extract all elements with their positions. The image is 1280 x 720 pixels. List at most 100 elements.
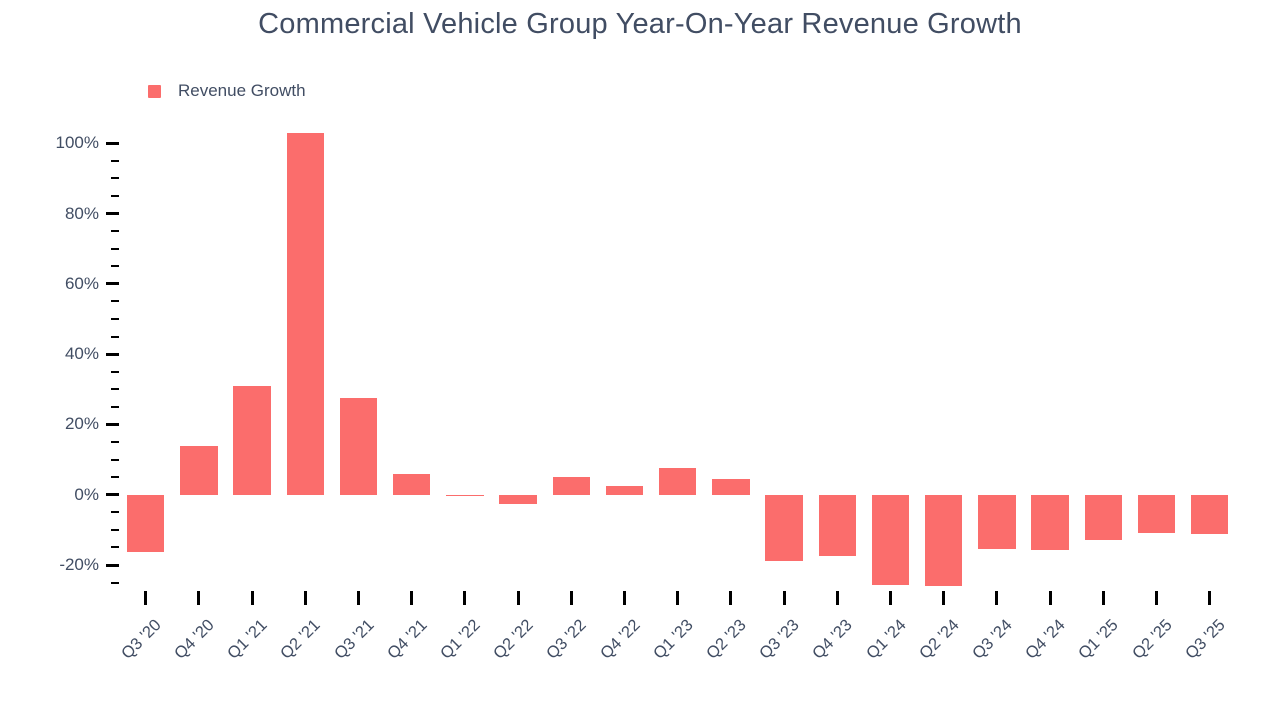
x-axis-label: Q2 '25 [1128, 616, 1176, 663]
x-axis-tick [303, 591, 307, 605]
x-axis-tick [782, 591, 786, 605]
y-axis-label: 20% [64, 414, 99, 434]
x-axis-label: Q3 '22 [543, 616, 591, 663]
x-axis-tick [250, 591, 254, 605]
x-axis-tick [1155, 591, 1158, 605]
x-axis-tick [569, 591, 573, 605]
y-axis-label: 60% [64, 273, 99, 293]
bar[interactable] [658, 468, 697, 495]
legend-swatch-icon [148, 84, 161, 98]
y-axis-minor-tick [111, 388, 119, 391]
y-axis-major-tick [106, 563, 119, 567]
bar[interactable] [924, 494, 963, 587]
x-axis-tick [676, 591, 680, 605]
bar[interactable] [605, 485, 644, 495]
x-axis-tick [144, 591, 148, 605]
x-axis-label: Q4 '22 [596, 616, 644, 663]
x-axis-label: Q4 '24 [1022, 616, 1069, 663]
y-axis-minor-tick [111, 511, 119, 514]
x-axis-tick [197, 591, 201, 605]
y-axis-minor-tick [111, 440, 119, 443]
x-axis-tick [942, 591, 946, 605]
y-axis-label: 100% [55, 133, 99, 153]
x-axis-label: Q2 '22 [490, 616, 537, 663]
x-axis-tick [623, 591, 626, 605]
y-axis-minor-tick [111, 265, 119, 268]
chart-title: Commercial Vehicle Group Year-On-Year Re… [258, 8, 1022, 40]
x-axis-label: Q3 '25 [1181, 616, 1229, 663]
bar[interactable] [233, 386, 271, 495]
y-axis-minor-tick [111, 300, 119, 303]
y-axis-minor-tick [111, 546, 119, 549]
bar[interactable] [552, 476, 591, 495]
x-axis-label: Q4 '20 [170, 616, 218, 663]
x-axis-label: Q1 '25 [1075, 616, 1123, 663]
y-axis-minor-tick [111, 177, 119, 180]
x-axis-label: Q2 '23 [702, 616, 750, 663]
y-axis-label: 0% [74, 484, 99, 504]
x-axis-tick [463, 591, 467, 605]
y-axis-minor-tick [111, 317, 119, 320]
y-axis-minor-tick [111, 247, 119, 250]
x-axis-tick [410, 591, 414, 605]
y-axis-minor-tick [111, 458, 119, 461]
bar[interactable] [765, 494, 803, 562]
y-axis-minor-tick [111, 476, 119, 479]
y-axis-minor-tick [111, 581, 119, 584]
x-axis-tick [889, 591, 892, 605]
bar[interactable] [818, 494, 857, 556]
x-axis-label: Q4 '23 [809, 616, 857, 663]
x-axis-label: Q3 '21 [330, 616, 378, 663]
x-axis-label: Q1 '24 [862, 616, 910, 663]
bar[interactable] [446, 494, 484, 497]
bar[interactable] [286, 133, 325, 495]
legend[interactable]: Revenue Growth [148, 81, 306, 101]
bar[interactable] [1137, 494, 1176, 534]
x-axis-tick [1208, 591, 1212, 605]
x-axis-tick [1101, 591, 1105, 605]
x-axis-label: Q1 '22 [436, 616, 484, 663]
bar[interactable] [1031, 494, 1069, 550]
x-axis-label: Q2 '24 [915, 616, 963, 663]
x-axis-tick [835, 591, 839, 605]
y-axis-label: 80% [64, 203, 99, 223]
y-axis-minor-tick [111, 528, 119, 531]
y-axis-major-tick [106, 212, 119, 215]
y-axis-major-tick [106, 493, 119, 497]
bar[interactable] [180, 446, 218, 495]
y-axis-major-tick [106, 141, 119, 145]
x-axis-label: Q4 '21 [383, 616, 431, 663]
x-axis-tick [357, 591, 360, 605]
x-axis-label: Q2 '21 [277, 616, 325, 663]
x-axis-tick [995, 591, 999, 605]
y-axis-label: 40% [64, 344, 99, 364]
x-axis-label: Q1 '23 [649, 616, 697, 663]
y-axis-label: -20% [59, 555, 99, 574]
x-axis-label: Q3 '24 [968, 616, 1016, 663]
bar[interactable] [712, 479, 750, 495]
y-axis-minor-tick [111, 405, 119, 408]
y-axis-minor-tick [111, 159, 119, 162]
bar[interactable] [339, 397, 378, 495]
y-axis-minor-tick [111, 230, 119, 233]
bar[interactable] [392, 474, 431, 495]
x-axis-tick [516, 591, 520, 605]
bar[interactable] [126, 494, 165, 553]
bar[interactable] [1084, 494, 1123, 540]
y-axis-major-tick [106, 422, 119, 426]
x-axis-label: Q1 '21 [224, 616, 271, 663]
bar[interactable] [499, 494, 537, 504]
y-axis-major-tick [106, 352, 119, 356]
legend-label: Revenue Growth [178, 81, 306, 100]
bar[interactable] [871, 494, 910, 586]
y-axis-minor-tick [111, 370, 119, 373]
bar[interactable] [1190, 494, 1229, 534]
x-axis-tick [729, 591, 733, 605]
y-axis-major-tick [106, 282, 119, 286]
x-axis-label: Q3 '23 [756, 616, 803, 663]
y-axis-minor-tick [111, 194, 119, 197]
bar[interactable] [978, 494, 1016, 549]
x-axis-label: Q3 '20 [117, 616, 165, 663]
